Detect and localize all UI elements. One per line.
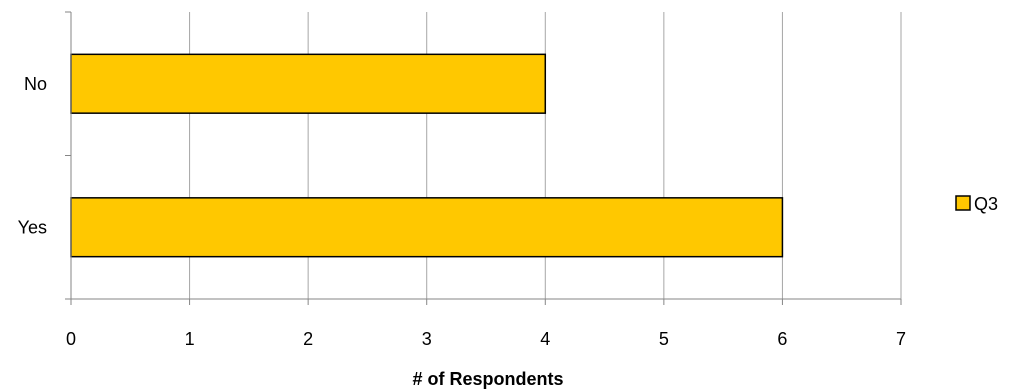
x-tick-label: 7 xyxy=(896,329,906,349)
category-labels: Yes No xyxy=(18,74,47,238)
legend-swatch xyxy=(955,195,971,211)
x-tick-label: 5 xyxy=(659,329,669,349)
x-tick-label: 3 xyxy=(422,329,432,349)
x-tick-label: 1 xyxy=(185,329,195,349)
bar-yes[interactable] xyxy=(70,197,784,258)
x-tick-labels: 0 1 2 3 4 5 6 7 xyxy=(66,329,906,349)
x-axis-title: # of Respondents xyxy=(412,369,563,389)
x-tick-label: 6 xyxy=(777,329,787,349)
x-tick-label: 4 xyxy=(540,329,550,349)
axes xyxy=(65,11,902,305)
bar-no[interactable] xyxy=(70,53,547,114)
x-tick-label: 0 xyxy=(66,329,76,349)
legend-label: Q3 xyxy=(974,194,998,214)
category-label: No xyxy=(24,74,47,94)
x-tick-label: 2 xyxy=(303,329,313,349)
category-label: Yes xyxy=(18,217,47,237)
bars xyxy=(70,53,784,258)
legend[interactable]: Q3 xyxy=(955,194,998,214)
